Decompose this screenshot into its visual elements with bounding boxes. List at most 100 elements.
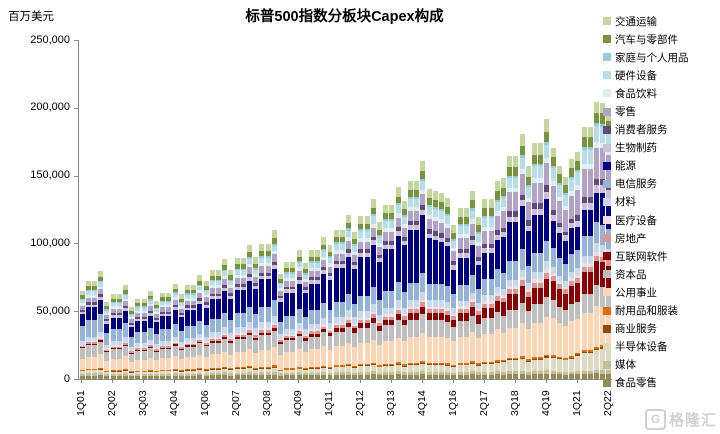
- bar-segment: [513, 289, 519, 295]
- bar-segment: [122, 356, 128, 370]
- bar-segment: [600, 127, 606, 143]
- bar-segment: [463, 216, 469, 224]
- bar-3Q11: [339, 229, 345, 379]
- bar-segment: [600, 345, 606, 348]
- bar-segment: [265, 366, 271, 368]
- bar-segment: [494, 202, 500, 212]
- x-tick-label: 3Q18: [508, 390, 521, 416]
- bar-segment: [575, 172, 581, 186]
- bar-segment: [569, 281, 575, 286]
- bar-segment: [389, 232, 395, 242]
- bar-segment: [414, 199, 420, 207]
- bar-3Q05: [191, 284, 197, 379]
- bar-segment: [451, 308, 457, 314]
- bar-segment: [222, 287, 228, 292]
- bar-segment: [501, 197, 507, 207]
- bar-segment: [110, 308, 116, 314]
- bar-segment: [321, 367, 327, 368]
- bar-segment: [197, 292, 203, 298]
- bar-segment: [290, 337, 296, 341]
- bar-segment: [544, 191, 550, 199]
- bar-segment: [389, 291, 395, 308]
- bar-segment: [110, 298, 116, 303]
- bar-segment: [160, 297, 166, 301]
- bar-segment: [377, 229, 383, 236]
- bar-segment: [110, 375, 116, 379]
- bar-segment: [519, 269, 525, 277]
- bar-segment: [315, 372, 321, 376]
- bar-segment: [290, 292, 296, 316]
- bar-segment: [191, 289, 197, 294]
- bar-segment: [426, 364, 432, 366]
- bar-segment: [122, 345, 128, 357]
- bar-3Q16: [463, 207, 469, 379]
- bar-segment: [501, 297, 507, 303]
- bar-segment: [215, 342, 221, 355]
- bar-segment: [246, 274, 252, 278]
- bar-segment: [364, 231, 370, 238]
- bar-segment: [482, 248, 488, 253]
- bar-segment: [104, 351, 110, 361]
- bar-segment: [470, 332, 476, 362]
- bar-segment: [79, 298, 85, 300]
- bar-segment: [116, 348, 122, 349]
- bar-segment: [178, 371, 184, 375]
- bar-segment: [284, 352, 290, 369]
- bar-segment: [370, 199, 376, 208]
- bar-segment: [606, 260, 612, 266]
- bar-segment: [234, 352, 240, 368]
- bar-segment: [457, 248, 463, 254]
- bar-segment: [401, 209, 407, 216]
- bar-segment: [215, 293, 221, 297]
- bar-segment: [122, 323, 128, 338]
- bar-segment: [147, 303, 153, 307]
- bar-segment: [339, 237, 345, 243]
- bar-segment: [364, 366, 370, 373]
- bar-segment: [513, 178, 519, 188]
- bar-segment: [482, 226, 488, 232]
- legend-label: 耐用品和服装: [615, 305, 678, 318]
- bar-segment: [203, 346, 209, 357]
- bar-segment: [166, 375, 172, 379]
- bar-4Q18: [519, 134, 525, 379]
- bar-segment: [253, 335, 259, 338]
- bar-segment: [569, 321, 575, 357]
- bar-segment: [352, 265, 358, 269]
- x-tick-label: 3Q03: [137, 390, 150, 416]
- bar-segment: [116, 371, 122, 372]
- bar-segment: [507, 178, 513, 188]
- bar-segment: [439, 362, 445, 365]
- bar-1Q17: [476, 217, 482, 379]
- bar-segment: [308, 349, 314, 367]
- bar-segment: [494, 311, 500, 330]
- bar-segment: [122, 370, 128, 372]
- bar-segment: [463, 336, 469, 364]
- bar-segment: [501, 332, 507, 360]
- bar-segment: [315, 333, 321, 337]
- bar-segment: [476, 265, 482, 290]
- bar-segment: [432, 371, 438, 375]
- bar-segment: [129, 372, 135, 373]
- bar-segment: [581, 255, 587, 264]
- bar-segment: [135, 306, 141, 308]
- bar-segment: [377, 262, 383, 300]
- bar-segment: [395, 236, 401, 283]
- bar-segment: [439, 364, 445, 366]
- bar-segment: [352, 262, 358, 266]
- bar-segment: [234, 327, 240, 333]
- bar-segment: [259, 372, 265, 375]
- bar-segment: [581, 373, 587, 379]
- bar-segment: [389, 244, 395, 250]
- bar-segment: [129, 376, 135, 379]
- legend-item-电信服务: 电信服务: [603, 175, 719, 193]
- bar-segment: [246, 335, 252, 350]
- bar-segment: [85, 336, 91, 341]
- x-tick-label: 1Q01: [75, 390, 88, 416]
- bar-segment: [482, 364, 488, 372]
- bar-segment: [215, 367, 221, 369]
- bar-segment: [147, 306, 153, 311]
- bar-segment: [166, 370, 172, 372]
- bar-segment: [321, 237, 327, 245]
- bar-segment: [166, 313, 172, 317]
- bar-segment: [501, 362, 507, 372]
